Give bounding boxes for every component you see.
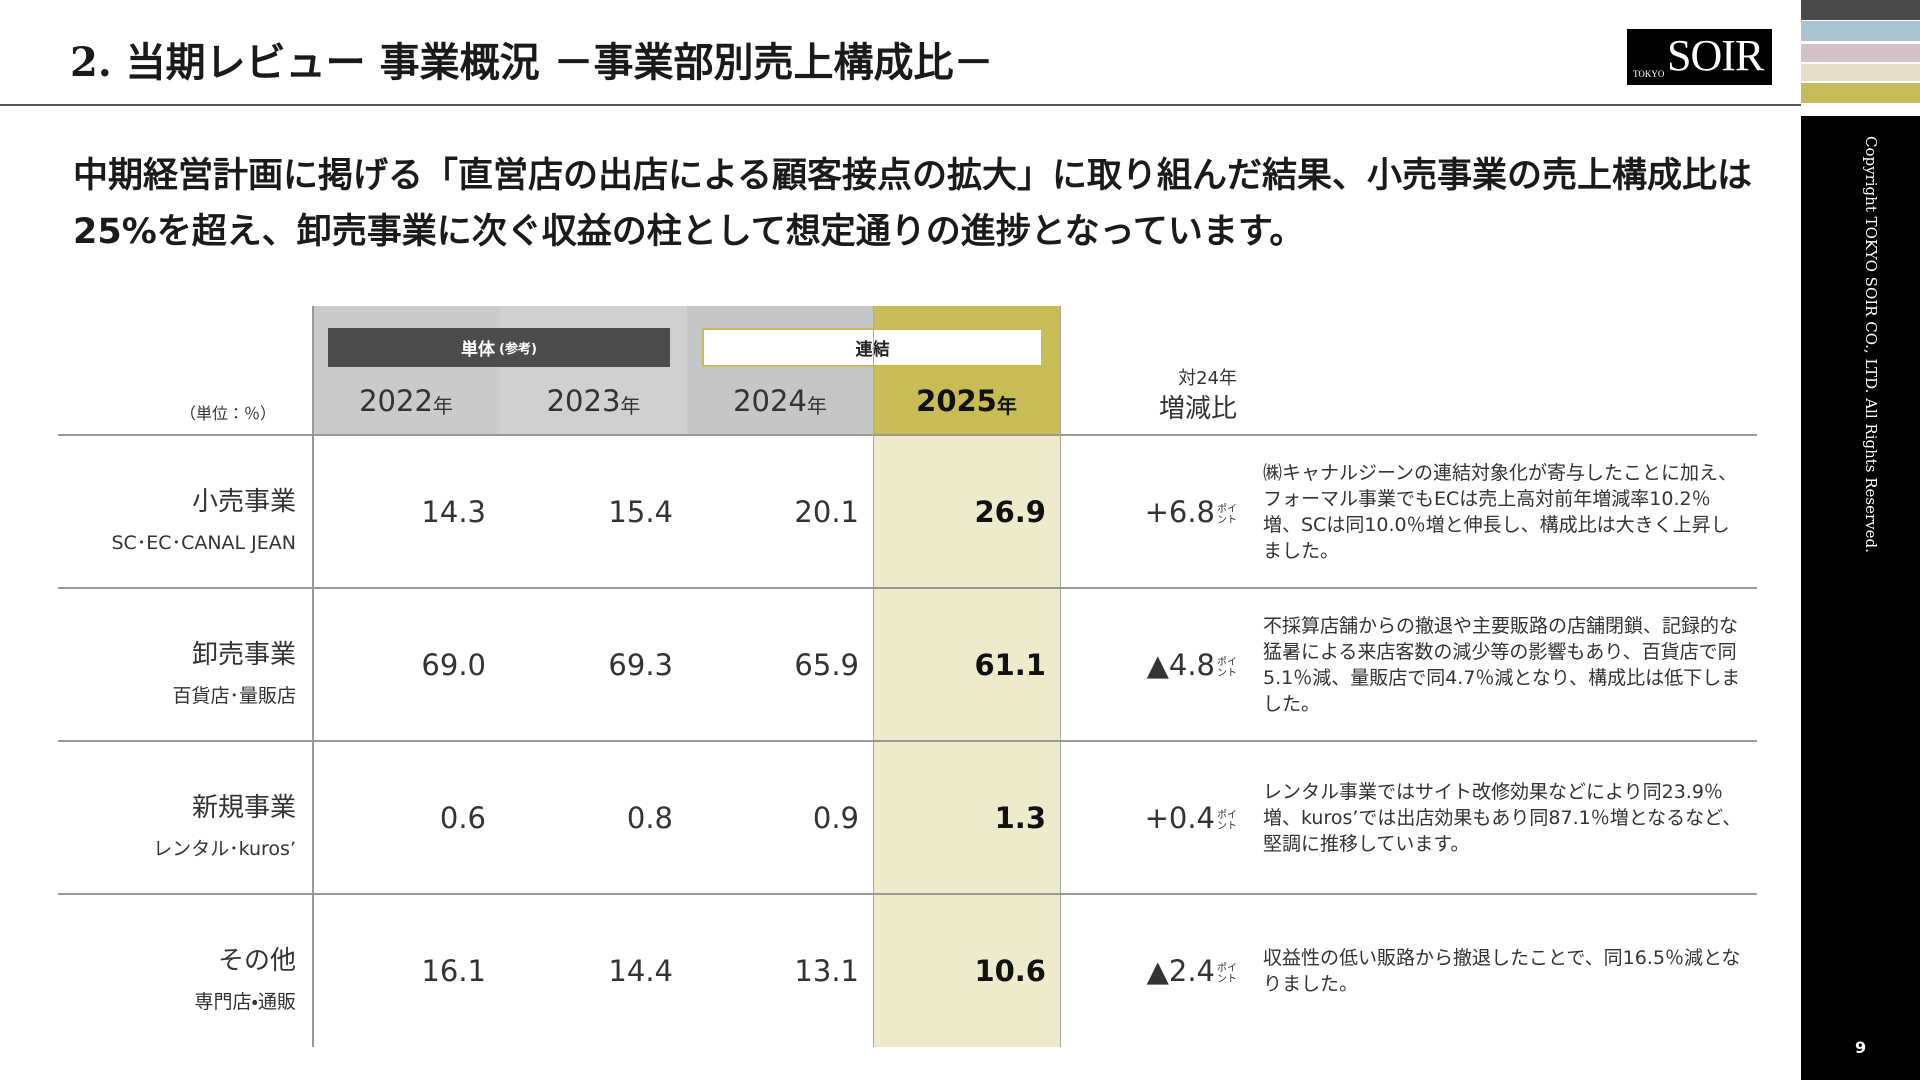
unit-label: （単位：％） xyxy=(180,404,277,423)
column-divider xyxy=(1060,306,1061,1047)
value-cell: 1.3 xyxy=(994,800,1046,835)
value-cell: 0.8 xyxy=(626,800,673,835)
page-number: 9 xyxy=(1855,1038,1867,1057)
year: 2023 xyxy=(546,384,621,418)
note-text: レンタル事業ではサイト改修効果などにより同23.9％増、kuros’では出店効果… xyxy=(1263,780,1742,855)
value-cell: 61.1 xyxy=(974,647,1046,682)
row-note: 収益性の低い販路から撤退したことで、同16.5％減となりました。 xyxy=(1263,894,1743,1047)
value-cell: 69.3 xyxy=(608,647,673,682)
row-label: 小売事業 SC･EC･CANAL JEAN xyxy=(58,435,296,588)
group-text: 連結 xyxy=(856,335,890,360)
row-sub: SC･EC･CANAL JEAN xyxy=(111,532,296,554)
row-name: 小売事業 xyxy=(191,487,296,517)
stripe xyxy=(1801,64,1920,81)
change-unit: ポイント xyxy=(1217,809,1237,832)
lead-text: 中期経営計画に掲げる「直営店の出店による顧客接点の拡大」に取り組んだ結果、小売事… xyxy=(73,156,1752,252)
change-header: 増減比 xyxy=(1158,394,1237,424)
year-unit: 年 xyxy=(806,393,827,418)
value-cell: 69.0 xyxy=(421,647,486,682)
stripe xyxy=(1801,21,1920,41)
change-value: ▲4.8 xyxy=(1146,647,1215,682)
year-header: 2024 年 xyxy=(687,380,873,422)
row-note: 不採算店舗からの撤退や主要販路の店舗閉鎖、記録的な猛暑による来店客数の減少等の影… xyxy=(1263,588,1743,741)
group-label: 単体 (参考) xyxy=(328,328,670,367)
row-label: 新規事業レンタル･kuros’ xyxy=(58,741,296,894)
year-header: 2023 年 xyxy=(500,380,687,422)
row-sub: 百貨店･量販店 xyxy=(172,685,296,707)
note-text: 不採算店舗からの撤退や主要販路の店舗閉鎖、記録的な猛暑による来店客数の減少等の影… xyxy=(1263,614,1741,715)
row-note: ㈱キャナルジーンの連結対象化が寄与したことに加え、フォーマル事業でもECは売上高… xyxy=(1263,435,1743,588)
row-name: 新規事業 xyxy=(191,793,296,823)
value-cell: 20.1 xyxy=(794,494,859,529)
row-sub: 専門店・通販 xyxy=(194,991,296,1013)
row-label: 卸売事業百貨店･量販店 xyxy=(58,588,296,741)
value-cell: 15.4 xyxy=(608,494,673,529)
stripe xyxy=(1801,83,1920,103)
group-note: (参考) xyxy=(499,342,537,357)
logo: TOKYO SOIR xyxy=(1627,29,1772,85)
rule xyxy=(58,740,1757,742)
value-cell: 65.9 xyxy=(794,647,859,682)
title-rule xyxy=(0,104,1801,106)
year: 2024 xyxy=(733,384,807,418)
row-label: その他専門店・通販 xyxy=(58,894,296,1047)
row-sub: レンタル･kuros’ xyxy=(153,838,296,860)
year-unit: 年 xyxy=(432,393,453,418)
year: 2025 xyxy=(916,384,997,418)
logo-text: SOIR xyxy=(1667,31,1764,80)
slide-title: 2. 当期レビュー 事業概況 －事業部別売上構成比－ xyxy=(70,39,994,86)
change-unit: ポイント xyxy=(1217,503,1237,526)
change-unit: ポイント xyxy=(1217,656,1237,679)
value-cell: 10.6 xyxy=(974,953,1046,988)
year-header: 2025 年 xyxy=(873,380,1060,422)
stripe xyxy=(1801,44,1920,62)
year-unit: 年 xyxy=(996,393,1017,418)
row-note: レンタル事業ではサイト改修効果などにより同23.9％増、kuros’では出店効果… xyxy=(1263,741,1743,894)
year-header: 2022 年 xyxy=(312,380,500,422)
copyright: Copyright TOKYO SOIR CO., LTD. All Right… xyxy=(1862,136,1880,553)
value-cell: 0.9 xyxy=(812,800,859,835)
sidebar xyxy=(1801,116,1920,1080)
group-label: 連結 xyxy=(702,328,1043,367)
change-value: ▲2.4 xyxy=(1146,953,1215,988)
change-cell: +6.8 ポイント xyxy=(1060,435,1237,588)
value-cell: 14.3 xyxy=(421,494,486,529)
row-name: 卸売事業 xyxy=(191,640,296,670)
rule xyxy=(58,587,1757,589)
group-text: 単体 xyxy=(461,340,496,360)
column-divider xyxy=(873,306,874,1047)
stripe xyxy=(1801,0,1920,20)
header-cell xyxy=(687,306,873,435)
rule xyxy=(58,893,1757,895)
header-cell xyxy=(873,306,1060,435)
change-value: +0.4 xyxy=(1144,800,1215,835)
value-cell: 16.1 xyxy=(421,953,486,988)
column-divider xyxy=(312,306,314,1047)
year-unit: 年 xyxy=(620,393,641,418)
change-cell: ▲4.8 ポイント xyxy=(1060,588,1237,741)
year: 2022 xyxy=(359,384,433,418)
logo-small: TOKYO xyxy=(1633,69,1665,79)
row-name: その他 xyxy=(217,946,296,976)
value-cell: 26.9 xyxy=(974,494,1046,529)
header-cell xyxy=(312,306,500,435)
value-cell: 13.1 xyxy=(794,953,859,988)
note-text: ㈱キャナルジーンの連結対象化が寄与したことに加え、フォーマル事業でもECは売上高… xyxy=(1263,461,1738,562)
change-cell: ▲2.4 ポイント xyxy=(1060,894,1237,1047)
header-cell xyxy=(500,306,687,435)
change-cell: +0.4 ポイント xyxy=(1060,741,1237,894)
rule xyxy=(58,434,1757,436)
change-value: +6.8 xyxy=(1144,494,1215,529)
value-cell: 14.4 xyxy=(608,953,673,988)
change-header-small: 対24年 xyxy=(1178,368,1237,389)
value-cell: 0.6 xyxy=(439,800,486,835)
change-unit: ポイント xyxy=(1217,962,1237,985)
note-text: 収益性の低い販路から撤退したことで、同16.5％減となりました。 xyxy=(1263,946,1741,995)
